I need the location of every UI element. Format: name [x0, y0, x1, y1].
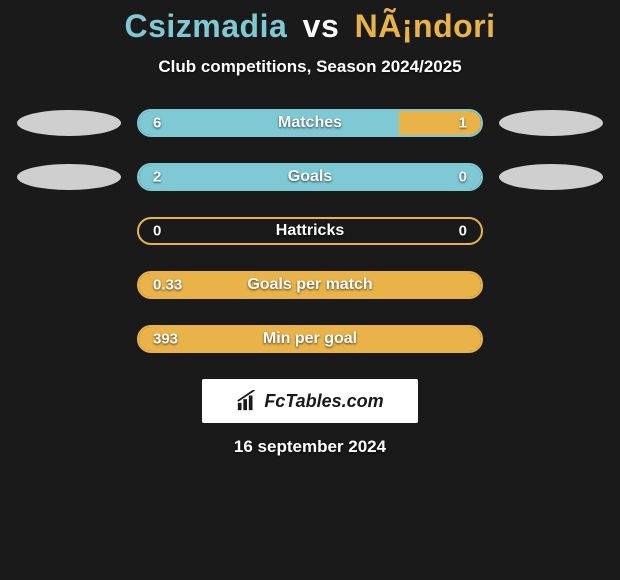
player1-marker	[17, 110, 121, 136]
stat-row: 6 1 Matches	[0, 109, 620, 137]
logo-box: FcTables.com	[202, 379, 418, 423]
date-label: 16 september 2024	[0, 437, 620, 457]
stat-bar: 2 0 Goals	[137, 163, 483, 191]
page-title: Csizmadia vs NÃ¡ndori	[0, 8, 620, 45]
stat-value-player1: 6	[153, 115, 161, 132]
stat-bar: 6 1 Matches	[137, 109, 483, 137]
stat-value-player1: 0	[153, 223, 161, 240]
stat-value-player1: 393	[153, 331, 178, 348]
stat-label: Goals per match	[247, 276, 372, 294]
stat-value-player1: 2	[153, 169, 161, 186]
stat-value-player1: 0.33	[153, 277, 182, 294]
stat-row: 2 0 Goals	[0, 163, 620, 191]
stat-row: 393 Min per goal	[0, 325, 620, 353]
stat-row: 0 0 Hattricks	[0, 217, 620, 245]
stat-label: Goals	[288, 168, 332, 186]
stat-bar: 0.33 Goals per match	[137, 271, 483, 299]
vs-label: vs	[303, 8, 340, 44]
stat-label: Min per goal	[263, 330, 357, 348]
stat-label: Matches	[278, 114, 342, 132]
player1-marker	[17, 164, 121, 190]
stat-label: Hattricks	[276, 222, 344, 240]
logo-text: FcTables.com	[264, 391, 383, 412]
player2-marker	[499, 110, 603, 136]
bar-fill-player1	[139, 111, 399, 135]
stat-value-player2: 0	[459, 223, 467, 240]
stat-value-player2: 1	[459, 115, 467, 132]
comparison-panel: Csizmadia vs NÃ¡ndori Club competitions,…	[0, 0, 620, 580]
logo-content: FcTables.com	[236, 390, 383, 412]
bar-chart-icon	[236, 390, 258, 412]
player2-name: NÃ¡ndori	[355, 8, 496, 44]
stat-bar: 393 Min per goal	[137, 325, 483, 353]
stat-row: 0.33 Goals per match	[0, 271, 620, 299]
stats-rows: 6 1 Matches 2 0 Goals 0 0 Hattricks 0.33 Goals per…	[0, 109, 620, 353]
player2-marker	[499, 164, 603, 190]
subtitle: Club competitions, Season 2024/2025	[0, 57, 620, 77]
player1-name: Csizmadia	[124, 8, 287, 44]
stat-value-player2: 0	[459, 169, 467, 186]
stat-bar: 0 0 Hattricks	[137, 217, 483, 245]
bar-fill-player2	[399, 111, 481, 135]
